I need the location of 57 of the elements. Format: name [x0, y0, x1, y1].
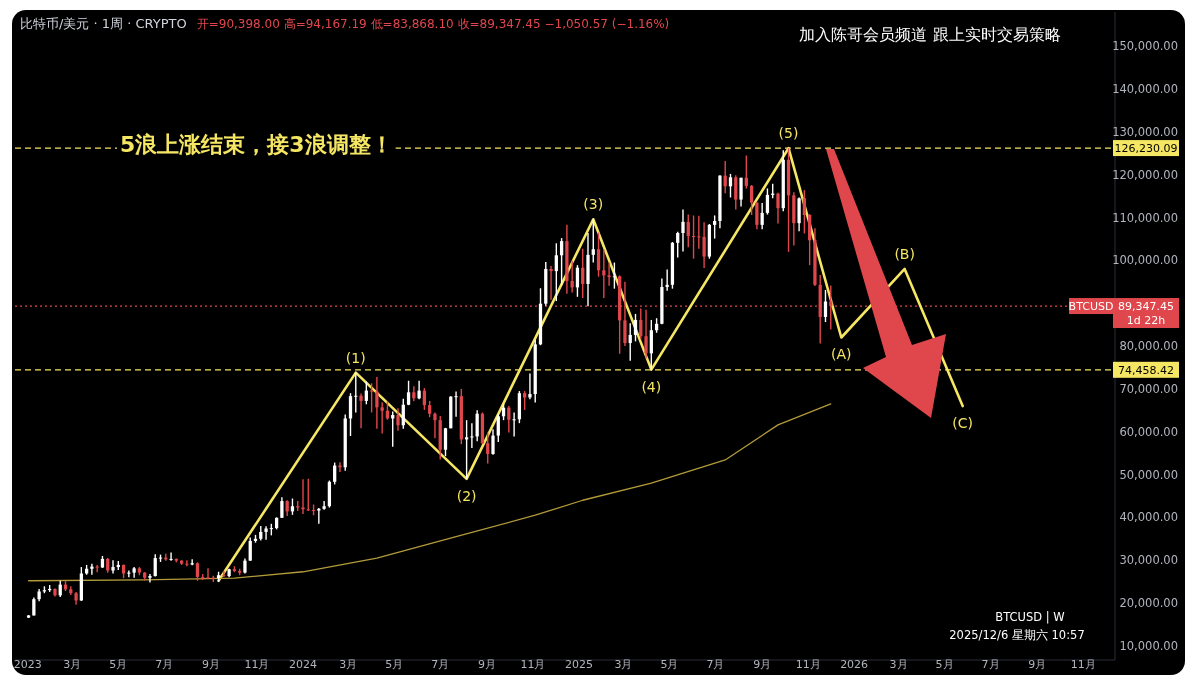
y-tick-label: 120,000.00 [1112, 167, 1178, 182]
annotation: (3) [583, 196, 604, 213]
x-tick-label: 3月 [63, 658, 82, 671]
x-tick-label: 11月 [795, 658, 821, 671]
annotation: 2025/12/6 星期六 10:57 [949, 628, 1085, 642]
x-tick-label: 7月 [981, 658, 1000, 671]
ref-line-label: 126,230.09 [1114, 142, 1178, 156]
x-tick-label: 9月 [202, 658, 221, 671]
x-tick-label: 2024 [289, 658, 318, 671]
annotation: (5) [778, 125, 799, 142]
x-tick-label: 3月 [889, 658, 908, 671]
text: 1d 22h [1126, 314, 1166, 328]
y-tick-label: 130,000.00 [1112, 124, 1178, 139]
x-tick-label: 9月 [1028, 658, 1047, 671]
x-tick-label: 5月 [109, 658, 128, 671]
x-tick-label: 11月 [244, 658, 270, 671]
x-tick-label: 11月 [520, 658, 546, 671]
annotation: (C) [952, 415, 974, 432]
y-tick-label: 40,000.00 [1119, 510, 1178, 525]
x-tick-label: 2023 [13, 658, 42, 671]
annotation: (1) [345, 349, 366, 366]
x-tick-label: 3月 [339, 658, 358, 671]
x-tick-label: 3月 [614, 658, 633, 671]
ref-line-label: 74,458.42 [1118, 363, 1174, 377]
y-tick-label: 100,000.00 [1112, 253, 1178, 268]
x-tick-label: 9月 [753, 658, 772, 671]
x-tick-label: 11月 [1070, 658, 1096, 671]
annotation: 加入陈哥会员频道 跟上实时交易策略 [799, 25, 1061, 44]
chart-subtitle: 开=90,398.00 高=94,167.19 低=83,868.10 收=89,347.45 −1,050.57 (−1.16%) [196, 17, 670, 31]
x-tick-label: 7月 [706, 658, 725, 671]
y-tick-label: 50,000.00 [1119, 467, 1178, 482]
x-tick-label: 5月 [660, 658, 679, 671]
y-tick-label: 10,000.00 [1119, 638, 1178, 653]
y-tick-label: 110,000.00 [1112, 210, 1178, 225]
x-tick-label: 5月 [935, 658, 954, 671]
x-tick-label: 2025 [564, 658, 593, 671]
y-tick-label: 140,000.00 [1112, 82, 1178, 97]
annotation: 5浪上涨结束，接3浪调整！ [120, 132, 393, 157]
annotation: (B) [894, 245, 915, 262]
x-tick-label: 7月 [431, 658, 450, 671]
y-tick-label: 60,000.00 [1119, 424, 1178, 439]
ref-line-label: 89,347.45 [1118, 300, 1174, 314]
x-tick-label: 5月 [385, 658, 404, 671]
x-tick-label: 9月 [477, 658, 496, 671]
chart-title: 比特币/美元 · 1周 · CRYPTO [20, 16, 187, 31]
annotation: (4) [641, 378, 662, 395]
y-tick-label: 80,000.00 [1119, 339, 1178, 354]
y-tick-label: 20,000.00 [1119, 596, 1178, 611]
annotation: BTCUSD | W [995, 610, 1065, 624]
y-tick-label: 70,000.00 [1119, 381, 1178, 396]
x-tick-label: 7月 [155, 658, 174, 671]
y-tick-label: 150,000.00 [1112, 39, 1178, 54]
y-tick-label: 30,000.00 [1119, 553, 1178, 568]
x-tick-label: 2026 [840, 658, 869, 671]
annotation: (A) [831, 346, 852, 363]
annotation: BTCUSD [1068, 300, 1114, 314]
annotation: (2) [456, 487, 477, 504]
